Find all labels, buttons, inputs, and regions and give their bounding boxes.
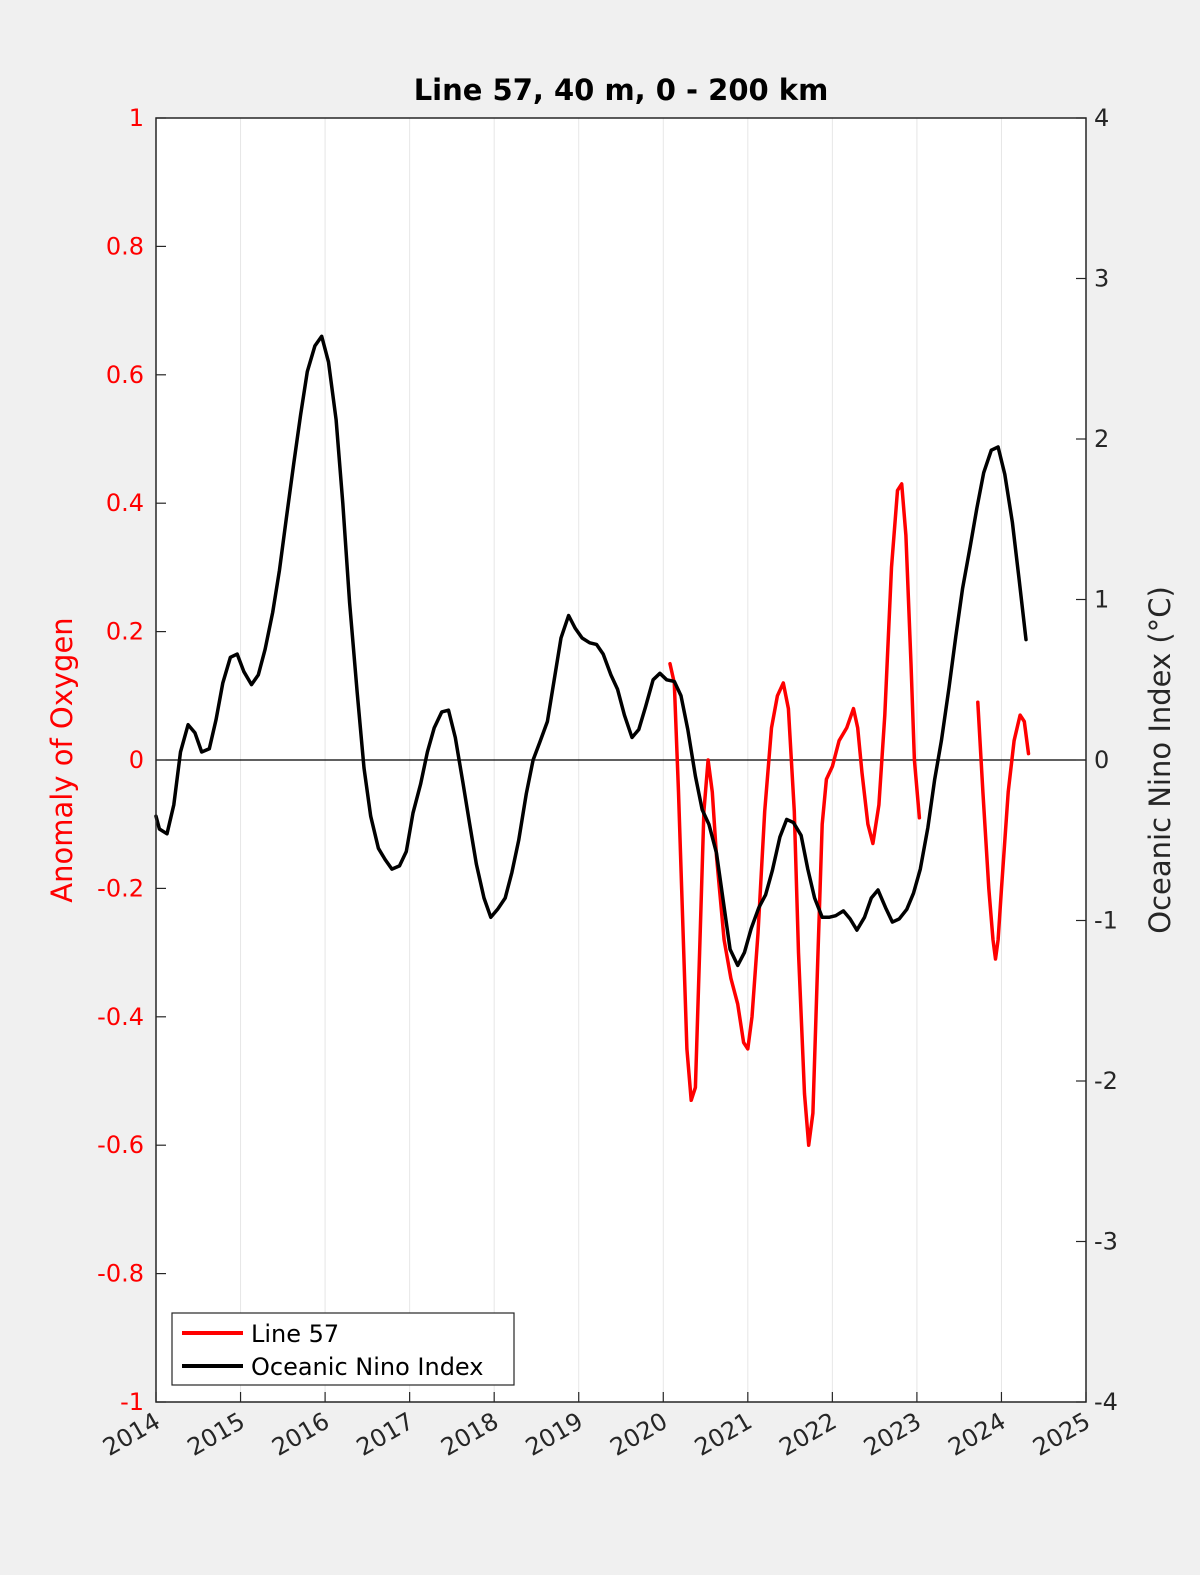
right-tick-label-3: 1 [1094, 586, 1109, 614]
left-tick-label-6: -0.2 [97, 874, 144, 902]
left-tick-label-0: 1 [129, 104, 144, 132]
left-tick-label-9: -0.8 [97, 1260, 144, 1288]
left-axis: 1 0.8 0.6 0.4 0.2 0 -0.2 -0.4 -0.6 -0.8 -1 [97, 104, 166, 1416]
series-layer [154, 334, 1031, 1147]
right-tick-label-0: 4 [1094, 104, 1109, 132]
series-oni-segment-0 [154, 334, 1028, 968]
right-axis-label: Oceanic Nino Index (°C) [1143, 586, 1177, 934]
series-line-57-segment-1 [976, 700, 1031, 961]
right-tick-label-8: -4 [1094, 1388, 1118, 1416]
x-tick-label-2: 2016 [267, 1407, 334, 1462]
right-tick-label-2: 2 [1094, 425, 1109, 453]
left-tick-label-5: 0 [129, 746, 144, 774]
x-tick-label-9: 2023 [859, 1407, 926, 1462]
left-tick-label-1: 0.8 [106, 232, 144, 260]
x-tick-label-8: 2022 [774, 1407, 841, 1462]
right-tick-label-5: -1 [1094, 907, 1118, 935]
right-tick-label-1: 3 [1094, 265, 1109, 293]
chart-title: Line 57, 40 m, 0 - 200 km [414, 73, 829, 107]
x-tick-label-7: 2021 [690, 1407, 757, 1462]
x-tick-label-11: 2025 [1028, 1407, 1095, 1462]
left-tick-label-2: 0.6 [106, 361, 144, 389]
x-tick-label-5: 2019 [521, 1407, 588, 1462]
left-tick-label-8: -0.6 [97, 1131, 144, 1159]
left-tick-label-7: -0.4 [97, 1003, 144, 1031]
legend: Line 57 Oceanic Nino Index [171, 1312, 515, 1386]
x-tick-label-1: 2015 [183, 1407, 250, 1462]
x-tick-label-10: 2024 [944, 1407, 1011, 1462]
left-tick-label-4: 0.2 [106, 618, 144, 646]
left-tick-label-3: 0.4 [106, 489, 144, 517]
x-tick-label-4: 2018 [436, 1407, 503, 1462]
right-tick-label-4: 0 [1094, 746, 1109, 774]
left-tick-label-10: -1 [120, 1388, 144, 1416]
legend-label-oni: Oceanic Nino Index [251, 1353, 483, 1381]
right-axis: 4 3 2 1 0 -1 -2 -3 -4 [1076, 104, 1118, 1416]
x-tick-label-3: 2017 [352, 1407, 419, 1462]
right-tick-label-7: -3 [1094, 1228, 1118, 1256]
legend-label-line-57: Line 57 [251, 1320, 339, 1348]
right-tick-label-6: -2 [1094, 1067, 1118, 1095]
left-axis-label: Anomaly of Oxygen [45, 617, 79, 902]
x-tick-label-6: 2020 [605, 1407, 672, 1462]
legend-box [171, 1312, 515, 1386]
